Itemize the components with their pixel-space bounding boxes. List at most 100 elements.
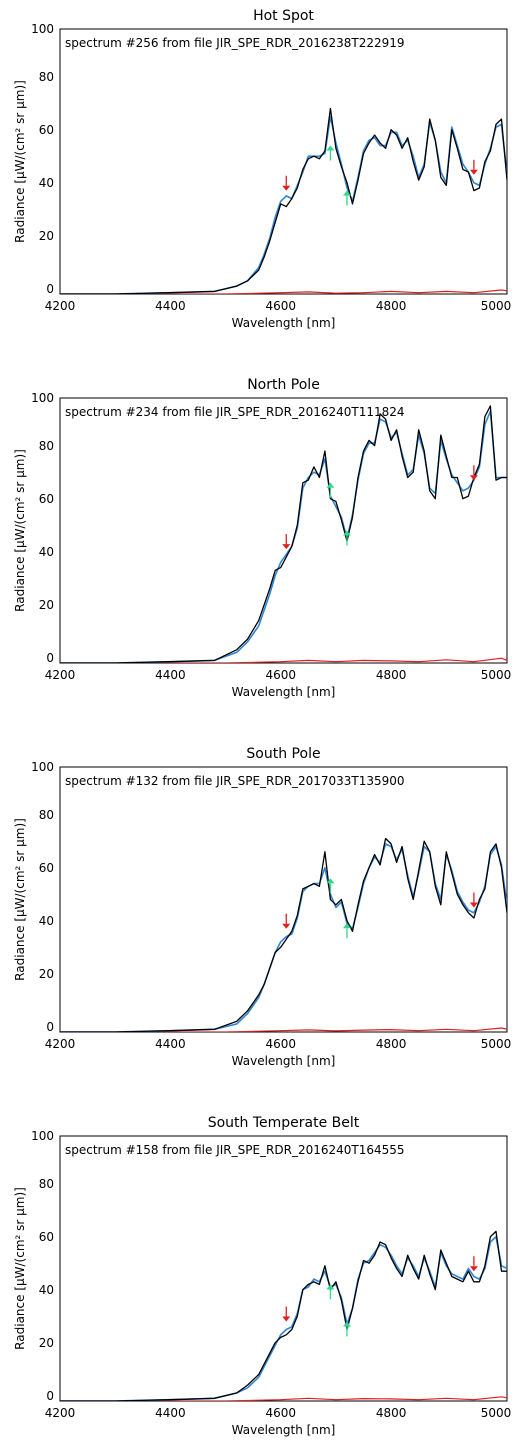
plot-frame (59, 397, 508, 664)
y-tick-label: 80 (39, 439, 54, 453)
marker-layer (282, 878, 478, 939)
y-tick-label: 0 (46, 1020, 54, 1034)
x-axis-label: Wavelength [nm] (232, 316, 336, 330)
panel-annotation: spectrum #234 from file JIR_SPE_RDR_2016… (65, 405, 405, 419)
y-tick-label: 60 (39, 123, 54, 137)
y-tick-label: 80 (39, 808, 54, 822)
y-tick-label: 100 (31, 22, 54, 36)
x-tick-label: 4200 (45, 668, 76, 682)
series-layer (60, 405, 507, 663)
series-line-model (60, 115, 507, 294)
y-tick-label: 0 (46, 1389, 54, 1403)
x-axis-label: Wavelength [nm] (232, 685, 336, 699)
panel-title: South Temperate Belt (208, 1115, 360, 1131)
down-arrow-marker (282, 175, 291, 191)
y-axis-label: Radiance [μW/(cm² sr μm)] (13, 80, 27, 243)
x-tick-label: 4600 (266, 1406, 297, 1420)
marker-layer (282, 1256, 478, 1337)
series-line-observed (60, 107, 507, 294)
up-arrow-marker (342, 530, 351, 546)
y-tick-label: 20 (39, 1336, 54, 1350)
series-line-residual (60, 1027, 507, 1032)
y-ticks: 0 20 40 60 80 100 (31, 391, 54, 665)
panel-hot-spot: Hot Spot 0 20 40 60 80 100 4200 4400 460… (13, 8, 511, 330)
series-layer (60, 837, 507, 1032)
x-tick-label: 4800 (376, 1406, 407, 1420)
y-tick-label: 100 (31, 1129, 54, 1143)
panel-south-pole: South Pole 0 20 40 60 80 100 4200 4400 4… (13, 746, 511, 1068)
up-arrow-marker (342, 190, 351, 206)
y-tick-label: 80 (39, 70, 54, 84)
x-tick-label: 4200 (45, 299, 76, 313)
series-layer (60, 107, 507, 294)
panel-annotation: spectrum #132 from file JIR_SPE_RDR_2017… (65, 774, 405, 788)
y-axis-label: Radiance [μW/(cm² sr μm)] (13, 818, 27, 981)
x-tick-label: 4600 (266, 1037, 297, 1051)
y-tick-label: 60 (39, 861, 54, 875)
panel-annotation: spectrum #256 from file JIR_SPE_RDR_2016… (65, 36, 405, 50)
x-tick-label: 4800 (376, 668, 407, 682)
y-tick-label: 40 (39, 545, 54, 559)
plot-frame (59, 28, 508, 295)
series-line-observed (60, 837, 507, 1032)
panel-south-temperate-belt: South Temperate Belt 0 20 40 60 80 100 4… (13, 1115, 511, 1437)
up-arrow-marker (342, 923, 351, 939)
x-tick-label: 4400 (155, 299, 186, 313)
y-tick-label: 20 (39, 967, 54, 981)
y-ticks: 0 20 40 60 80 100 (31, 22, 54, 296)
x-tick-label: 4800 (376, 1037, 407, 1051)
down-arrow-marker (469, 465, 478, 481)
down-arrow-marker (469, 1256, 478, 1272)
series-line-residual (60, 289, 507, 294)
y-tick-label: 100 (31, 760, 54, 774)
y-axis-label: Radiance [μW/(cm² sr μm)] (13, 1187, 27, 1350)
x-ticks: 4200 4400 4600 4800 5000 (45, 299, 512, 313)
x-tick-label: 4400 (155, 1406, 186, 1420)
x-axis-label: Wavelength [nm] (232, 1054, 336, 1068)
plot-frame (59, 766, 508, 1033)
y-tick-label: 40 (39, 176, 54, 190)
up-arrow-marker (326, 878, 335, 894)
x-tick-label: 4600 (266, 299, 297, 313)
marker-layer (282, 465, 478, 550)
up-arrow-marker (326, 1284, 335, 1300)
y-tick-label: 0 (46, 651, 54, 665)
y-tick-label: 40 (39, 914, 54, 928)
down-arrow-marker (282, 913, 291, 929)
x-tick-label: 5000 (481, 1037, 512, 1051)
x-tick-label: 5000 (481, 668, 512, 682)
y-tick-label: 60 (39, 1230, 54, 1244)
down-arrow-marker (469, 159, 478, 175)
x-tick-label: 5000 (481, 1406, 512, 1420)
panel-title: South Pole (246, 746, 320, 762)
y-ticks: 0 20 40 60 80 100 (31, 760, 54, 1034)
marker-layer (282, 145, 478, 206)
series-line-observed (60, 405, 507, 663)
y-tick-label: 60 (39, 492, 54, 506)
up-arrow-marker (326, 145, 335, 161)
down-arrow-marker (282, 1306, 291, 1322)
series-line-residual (60, 657, 507, 663)
y-tick-label: 80 (39, 1177, 54, 1191)
x-ticks: 4200 4400 4600 4800 5000 (45, 668, 512, 682)
x-ticks: 4200 4400 4600 4800 5000 (45, 1037, 512, 1051)
panel-north-pole: North Pole 0 20 40 60 80 100 4200 4400 4… (13, 377, 511, 699)
x-ticks: 4200 4400 4600 4800 5000 (45, 1406, 512, 1420)
y-ticks: 0 20 40 60 80 100 (31, 1129, 54, 1403)
down-arrow-marker (282, 534, 291, 550)
panel-annotation: spectrum #158 from file JIR_SPE_RDR_2016… (65, 1143, 405, 1157)
down-arrow-marker (469, 892, 478, 908)
x-tick-label: 5000 (481, 299, 512, 313)
x-tick-label: 4400 (155, 1037, 186, 1051)
y-tick-label: 40 (39, 1283, 54, 1297)
x-tick-label: 4200 (45, 1406, 76, 1420)
series-line-model (60, 843, 507, 1032)
y-tick-label: 20 (39, 229, 54, 243)
x-tick-label: 4200 (45, 1037, 76, 1051)
up-arrow-marker (342, 1321, 351, 1337)
y-tick-label: 20 (39, 598, 54, 612)
y-tick-label: 100 (31, 391, 54, 405)
plot-frame (59, 1135, 508, 1402)
series-layer (60, 1230, 507, 1401)
